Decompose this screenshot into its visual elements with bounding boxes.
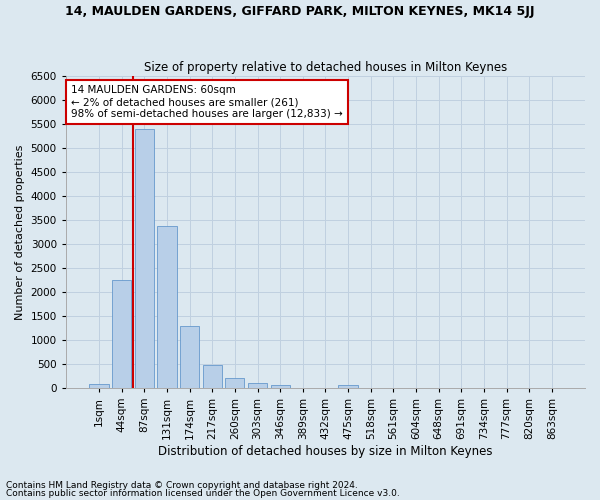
Bar xyxy=(271,386,290,388)
Bar xyxy=(248,384,267,388)
Bar xyxy=(338,385,358,388)
Bar xyxy=(180,326,199,388)
Text: Contains public sector information licensed under the Open Government Licence v3: Contains public sector information licen… xyxy=(6,488,400,498)
Bar xyxy=(89,384,109,388)
Bar xyxy=(203,365,222,388)
Y-axis label: Number of detached properties: Number of detached properties xyxy=(15,144,25,320)
Bar xyxy=(157,226,176,388)
Bar xyxy=(112,280,131,388)
Text: 14 MAULDEN GARDENS: 60sqm
← 2% of detached houses are smaller (261)
98% of semi-: 14 MAULDEN GARDENS: 60sqm ← 2% of detach… xyxy=(71,86,343,118)
Bar xyxy=(135,129,154,388)
X-axis label: Distribution of detached houses by size in Milton Keynes: Distribution of detached houses by size … xyxy=(158,444,493,458)
Title: Size of property relative to detached houses in Milton Keynes: Size of property relative to detached ho… xyxy=(144,60,507,74)
Bar xyxy=(225,378,244,388)
Text: Contains HM Land Registry data © Crown copyright and database right 2024.: Contains HM Land Registry data © Crown c… xyxy=(6,481,358,490)
Text: 14, MAULDEN GARDENS, GIFFARD PARK, MILTON KEYNES, MK14 5JJ: 14, MAULDEN GARDENS, GIFFARD PARK, MILTO… xyxy=(65,5,535,18)
